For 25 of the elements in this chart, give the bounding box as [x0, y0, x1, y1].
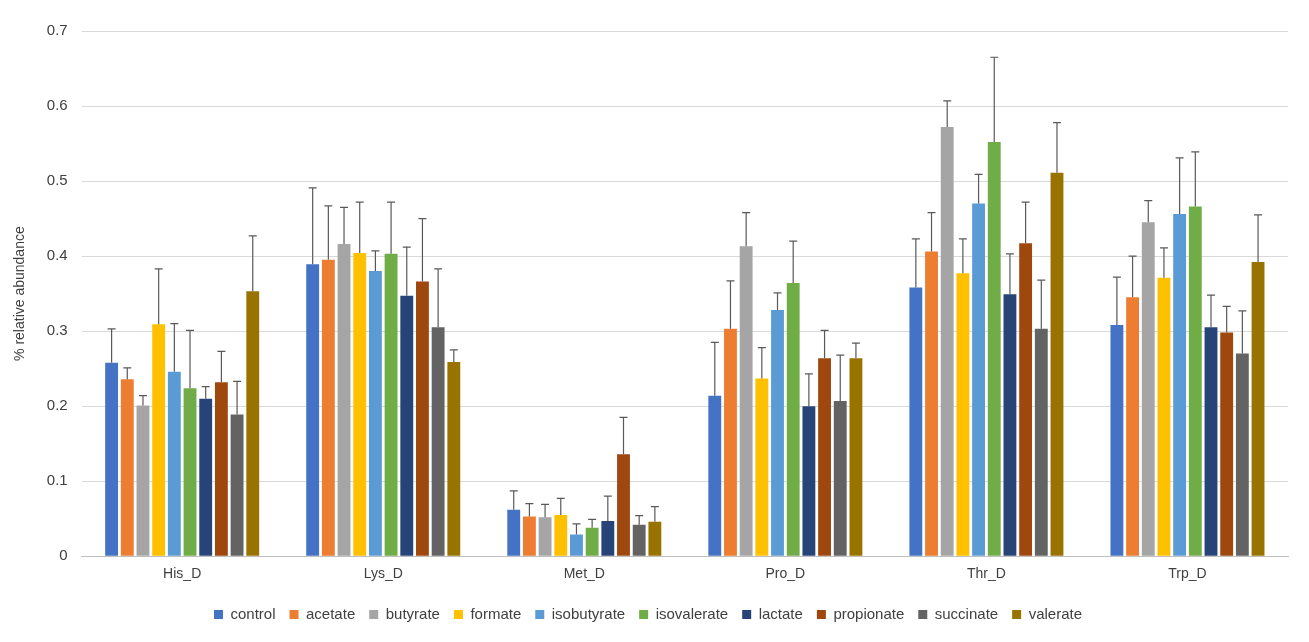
legend-label: control [230, 604, 276, 622]
y-tick-label: 0.5 [46, 171, 68, 189]
y-tick-label: 0.2 [46, 396, 68, 414]
x-tick-label: Met_D [563, 565, 605, 582]
y-tick-label: 0.4 [46, 246, 68, 264]
y-axis-title: % relative abundance [11, 226, 28, 361]
legend-label: succinate [934, 604, 999, 622]
y-tick-label: 0.1 [46, 471, 68, 489]
legend-label: acetate [306, 604, 356, 622]
legend-label: lactate [758, 604, 803, 622]
legend-label: isovalerate [655, 604, 729, 622]
x-tick-label: Lys_D [363, 565, 403, 582]
x-tick-label: Thr_D [966, 565, 1006, 582]
y-tick-label: 0 [59, 546, 68, 564]
y-tick-label: 0.6 [46, 96, 68, 114]
x-tick-label: His_D [163, 565, 202, 582]
legend-label: formate [470, 604, 522, 622]
legend-label: isobutyrate [551, 604, 626, 622]
legend-label: valerate [1028, 604, 1083, 622]
legend-label: propionate [833, 604, 905, 622]
x-tick-label: Pro_D [765, 565, 806, 582]
y-tick-label: 0.7 [46, 21, 68, 39]
legend-label: butyrate [385, 604, 440, 622]
y-tick-label: 0.3 [46, 321, 68, 339]
x-tick-label: Trp_D [1168, 565, 1207, 582]
